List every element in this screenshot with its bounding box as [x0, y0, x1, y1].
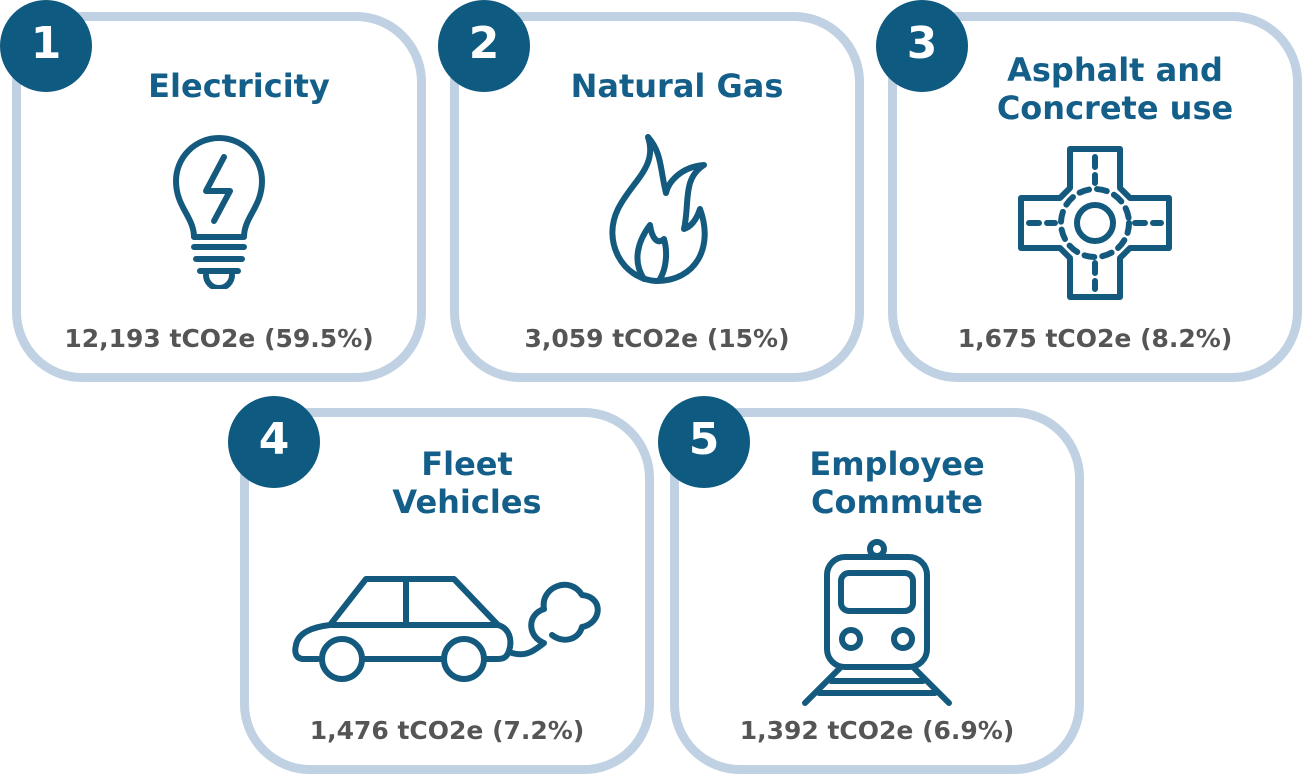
card-value: 1,392 tCO2e (6.9%) — [739, 716, 1015, 745]
card-value: 1,675 tCO2e (8.2%) — [957, 324, 1233, 353]
title-line: Natural Gas — [570, 67, 784, 105]
bulb-icon — [173, 135, 265, 289]
card-title: Fleet Vehicles — [309, 445, 625, 521]
train-icon — [802, 539, 952, 706]
flame-icon — [609, 134, 708, 284]
card-title: Natural Gas — [519, 67, 835, 105]
card-number: 2 — [438, 0, 530, 92]
card: 1 Electricity 12,193 tCO2e (59.5%) — [0, 0, 426, 382]
title-line: Concrete use — [996, 89, 1234, 127]
card-value: 3,059 tCO2e (15%) — [524, 324, 790, 353]
card-number: 4 — [228, 396, 320, 488]
card-number: 1 — [0, 0, 92, 92]
title-line: Electricity — [148, 67, 330, 105]
car-icon — [292, 576, 601, 682]
title-line: Employee — [809, 445, 985, 483]
card-value: 12,193 tCO2e (59.5%) — [64, 324, 374, 353]
card-number: 5 — [658, 396, 750, 488]
title-line: Commute — [811, 483, 983, 521]
card-title: Employee Commute — [739, 445, 1055, 521]
card-title: Asphalt and Concrete use — [957, 51, 1273, 127]
card: 4 Fleet Vehicles 1,476 tCO2e (7.2%) — [228, 396, 654, 774]
card: 2 Natural Gas 3,059 tCO2e (15%) — [438, 0, 864, 382]
card-value: 1,476 tCO2e (7.2%) — [309, 716, 585, 745]
title-line: Asphalt and — [1007, 51, 1223, 89]
title-line: Vehicles — [392, 483, 542, 521]
card: 3 Asphalt and Concrete use 1,675 tCO2e (8… — [876, 0, 1302, 382]
roundabout-icon — [1018, 146, 1172, 300]
card-title: Electricity — [81, 67, 397, 105]
card: 5 Employee Commute 1,392 tCO2e (6.9%) — [658, 396, 1084, 774]
card-number: 3 — [876, 0, 968, 92]
title-line: Fleet — [421, 445, 513, 483]
